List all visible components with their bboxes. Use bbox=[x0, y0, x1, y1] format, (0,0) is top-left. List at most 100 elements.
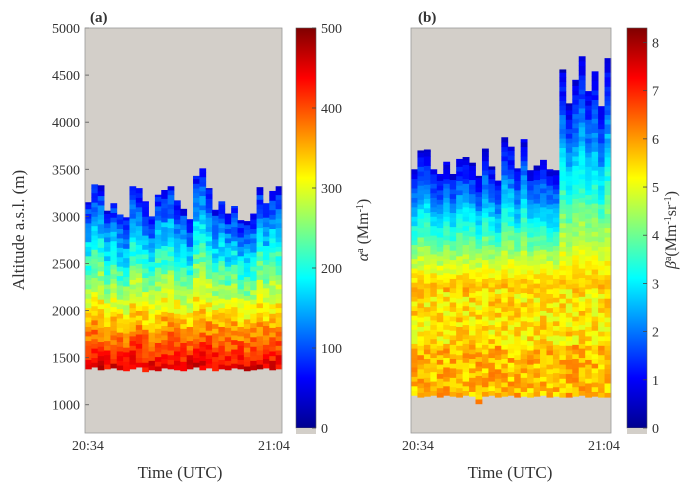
heatmap-cell-b bbox=[514, 331, 522, 337]
heatmap-cell-a bbox=[116, 280, 124, 286]
heatmap-cell-b bbox=[546, 312, 554, 318]
heatmap-cell-b bbox=[443, 381, 451, 387]
heatmap-cell-a bbox=[237, 222, 245, 229]
heatmap-cell-b bbox=[546, 359, 554, 365]
heatmap-cell-b bbox=[559, 109, 567, 116]
heatmap-cell-a bbox=[142, 249, 149, 255]
heatmap-cell-a bbox=[262, 254, 270, 261]
heatmap-cell-a bbox=[275, 345, 283, 351]
heatmap-cell-a bbox=[135, 352, 143, 359]
heatmap-cell-b bbox=[514, 307, 522, 313]
heatmap-cell-b bbox=[552, 320, 560, 327]
heatmap-cell-a bbox=[205, 189, 213, 195]
heatmap-cell-b bbox=[578, 79, 586, 85]
heatmap-cell-a bbox=[173, 365, 181, 371]
heatmap-cell-b bbox=[430, 362, 438, 368]
heatmap-cell-a bbox=[161, 335, 169, 341]
heatmap-cell-a bbox=[212, 295, 219, 301]
heatmap-cell-b bbox=[443, 324, 451, 330]
heatmap-cell-b bbox=[520, 278, 528, 284]
heatmap-cell-a bbox=[161, 212, 169, 218]
heatmap-cell-b bbox=[501, 250, 509, 256]
heatmap-cell-b bbox=[578, 305, 586, 311]
heatmap-cell-a bbox=[224, 266, 232, 272]
heatmap-cell-a bbox=[218, 251, 226, 257]
heatmap-cell-b bbox=[572, 165, 580, 171]
heatmap-cell-b bbox=[469, 391, 476, 397]
heatmap-cell-a bbox=[250, 271, 257, 277]
heatmap-cell-a bbox=[243, 352, 251, 358]
heatmap-cell-a bbox=[161, 349, 169, 355]
heatmap-cell-b bbox=[456, 279, 464, 285]
heatmap-cell-b bbox=[417, 298, 425, 304]
heatmap-cell-b bbox=[598, 106, 605, 111]
heatmap-cell-b bbox=[572, 240, 580, 246]
heatmap-cell-b bbox=[533, 269, 541, 275]
heatmap-cell-b bbox=[565, 119, 573, 125]
heatmap-cell-a bbox=[224, 247, 232, 253]
heatmap-cell-b bbox=[411, 381, 418, 387]
heatmap-cell-b bbox=[430, 239, 438, 246]
heatmap-cell-b bbox=[443, 305, 451, 311]
heatmap-cell-a bbox=[180, 257, 188, 263]
heatmap-cell-b bbox=[449, 368, 457, 374]
heatmap-cell-a bbox=[148, 332, 156, 338]
heatmap-cell-a bbox=[212, 290, 219, 296]
heatmap-cell-a bbox=[104, 284, 111, 290]
heatmap-cell-b bbox=[578, 371, 586, 377]
heatmap-cell-b bbox=[591, 278, 599, 284]
heatmap-cell-b bbox=[469, 292, 476, 298]
heatmap-cell-b bbox=[585, 152, 593, 158]
heatmap-cell-b bbox=[565, 321, 573, 327]
heatmap-cell-b bbox=[507, 310, 515, 316]
heatmap-cell-a bbox=[154, 224, 162, 230]
heatmap-cell-a bbox=[167, 326, 175, 332]
heatmap-cell-b bbox=[417, 185, 425, 191]
heatmap-cell-b bbox=[430, 211, 438, 217]
heatmap-cell-a bbox=[173, 332, 181, 338]
heatmap-cell-b bbox=[411, 315, 418, 321]
heatmap-cell-b bbox=[411, 244, 418, 250]
heatmap-cell-a bbox=[224, 360, 232, 366]
heatmap-cell-b bbox=[540, 230, 547, 236]
heatmap-cell-b bbox=[546, 265, 554, 271]
heatmap-cell-a bbox=[262, 325, 270, 331]
heatmap-cell-b bbox=[598, 222, 605, 229]
heatmap-cell-b bbox=[481, 222, 489, 228]
heatmap-cell-b bbox=[578, 65, 586, 71]
heatmap-cell-a bbox=[186, 335, 194, 342]
heatmap-cell-a bbox=[269, 313, 277, 319]
heatmap-cell-b bbox=[481, 382, 489, 388]
heatmap-cell-a bbox=[142, 272, 149, 278]
heatmap-cell-b bbox=[481, 212, 489, 218]
heatmap-cell-b bbox=[578, 221, 586, 227]
heatmap-cell-b bbox=[443, 287, 451, 293]
heatmap-cell-a bbox=[199, 280, 207, 286]
heatmap-cell-a bbox=[212, 356, 219, 362]
heatmap-cell-b bbox=[604, 157, 612, 163]
heatmap-cell-b bbox=[572, 358, 580, 364]
heatmap-cell-b bbox=[469, 320, 476, 327]
heatmap-cell-b bbox=[591, 306, 599, 312]
heatmap-cell-b bbox=[488, 235, 496, 241]
heatmap-cell-b bbox=[449, 363, 457, 369]
heatmap-cell-b bbox=[423, 363, 431, 369]
heatmap-cell-a bbox=[180, 361, 188, 367]
heatmap-cell-b bbox=[481, 151, 489, 157]
heatmap-cell-a bbox=[135, 357, 143, 363]
heatmap-cell-b bbox=[469, 170, 476, 176]
heatmap-cell-a bbox=[186, 284, 194, 290]
heatmap-cell-a bbox=[199, 308, 207, 314]
heatmap-cell-a bbox=[110, 320, 118, 327]
heatmap-cell-a bbox=[250, 266, 257, 272]
heatmap-cell-a bbox=[243, 337, 251, 343]
heatmap-cell-a bbox=[110, 344, 118, 350]
heatmap-cell-b bbox=[546, 340, 554, 346]
heatmap-cell-b bbox=[565, 345, 573, 351]
heatmap-cell-a bbox=[243, 267, 251, 273]
heatmap-cell-a bbox=[110, 316, 118, 322]
heatmap-cell-a bbox=[154, 210, 162, 216]
heatmap-cell-b bbox=[546, 335, 554, 342]
heatmap-cell-a bbox=[262, 259, 270, 265]
heatmap-cell-b bbox=[598, 317, 605, 323]
